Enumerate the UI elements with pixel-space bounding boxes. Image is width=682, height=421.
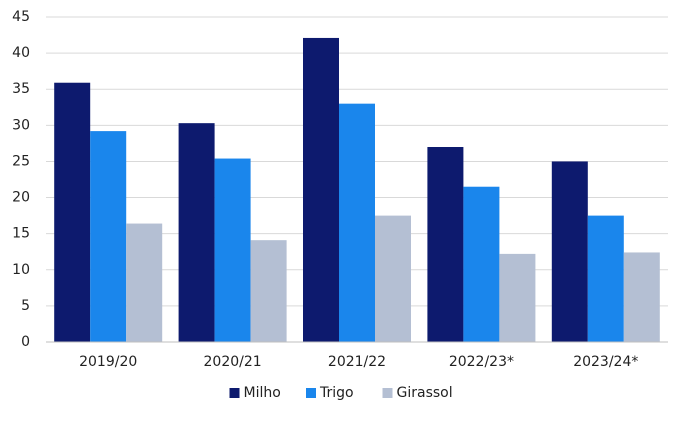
bar [551,161,588,342]
y-tick-label: 45 [12,9,30,25]
x-tick-label: 2019/20 [79,354,137,370]
bar [339,103,375,343]
x-tick-label: 2023/24* [573,354,638,370]
y-tick-label: 25 [12,153,30,169]
legend-swatch [382,388,393,398]
legend-label: Girassol [397,385,453,401]
bar [250,240,287,342]
legend-swatch [229,388,240,398]
bar [126,223,163,342]
bar [214,158,251,342]
y-tick-label: 5 [21,298,30,314]
legend-label: Trigo [319,385,354,401]
x-tick-label: 2021/22 [328,354,386,370]
bar [375,215,411,342]
y-tick-label: 35 [12,81,30,97]
y-tick-label: 30 [12,117,30,133]
x-tick-label: 2022/23* [449,354,514,370]
bar [54,82,91,342]
y-tick-label: 20 [12,190,30,206]
bar [587,215,624,342]
bar [463,186,500,342]
bar [499,253,536,342]
y-tick-label: 40 [12,45,30,61]
x-tick-label: 2020/21 [204,354,262,370]
y-tick-label: 0 [21,334,30,350]
legend-label: Milho [244,385,281,401]
bar [623,252,660,342]
bar [303,37,339,342]
bar [427,147,464,342]
y-tick-label: 10 [12,262,30,278]
bar [90,131,127,342]
legend-swatch [306,388,316,398]
y-tick-label: 15 [12,226,30,242]
bar [178,123,215,343]
